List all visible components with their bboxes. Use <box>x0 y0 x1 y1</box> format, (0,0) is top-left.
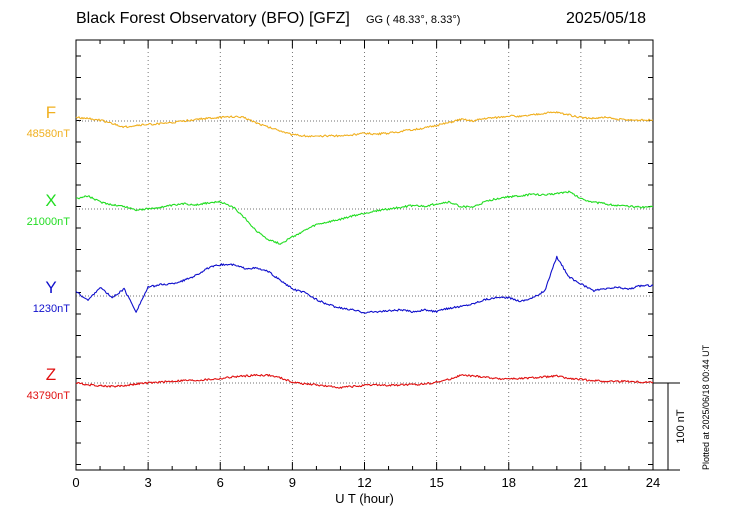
chart-title: Black Forest Observatory (BFO) [GFZ] <box>76 10 350 27</box>
x-tick-label: 0 <box>72 475 79 490</box>
series-baseline-z: 43790nT <box>27 390 71 402</box>
x-tick-label: 18 <box>502 475 516 490</box>
series-baseline-x: 21000nT <box>27 216 71 228</box>
x-tick-label: 12 <box>357 475 371 490</box>
series-line-f <box>75 111 654 138</box>
plotted-at-note: Plotted at 2025/06/18 00:44 UT <box>701 344 711 470</box>
series-line-y <box>75 255 654 314</box>
series-line-z <box>75 373 654 389</box>
station-coordinates: GG ( 48.33°, 8.33°) <box>366 14 461 26</box>
series-name-y: Y <box>45 278 56 297</box>
series-baseline-y: 1230nT <box>33 303 71 315</box>
x-axis-label: U T (hour) <box>335 491 394 506</box>
x-tick-label: 15 <box>429 475 443 490</box>
series-line-x <box>75 190 654 245</box>
series-name-f: F <box>46 103 56 122</box>
x-tick-label: 24 <box>646 475 660 490</box>
series-baseline-f: 48580nT <box>27 128 71 140</box>
x-tick-label: 21 <box>574 475 588 490</box>
x-tick-label: 9 <box>289 475 296 490</box>
x-tick-label: 3 <box>145 475 152 490</box>
chart-date: 2025/05/18 <box>566 10 647 27</box>
series-name-x: X <box>45 191 56 210</box>
series-name-z: Z <box>46 365 56 384</box>
scale-bar-label: 100 nT <box>675 409 687 444</box>
x-tick-label: 6 <box>217 475 224 490</box>
